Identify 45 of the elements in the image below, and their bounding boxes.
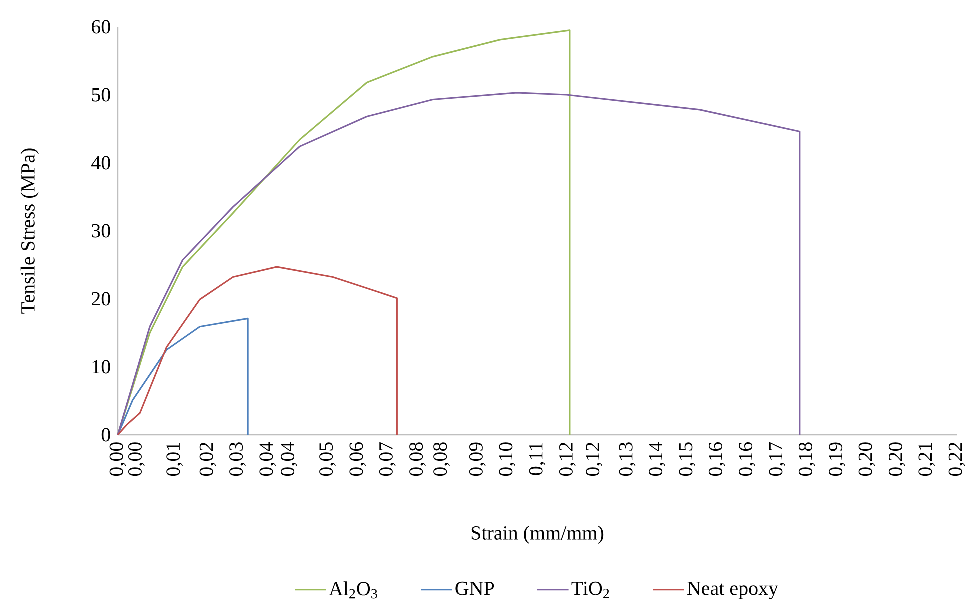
x-tick-label: 0,13 (619, 442, 636, 476)
line-series (117, 266, 398, 436)
x-tick-label: 0,20 (888, 442, 906, 476)
x-tick-label: 0,22 (948, 442, 966, 476)
x-tick-label: 0,03 (230, 442, 246, 476)
y-axis-title: Tensile Stress (MPa) (20, 148, 39, 314)
x-tick-label: 0,05 (320, 442, 336, 476)
y-tick-label: 0 (102, 428, 110, 442)
x-tick-label: 0,12 (586, 442, 603, 476)
x-tick-label: 0,18 (798, 442, 816, 476)
x-tick-label: 0,10 (499, 442, 516, 476)
legend-label: GNP (456, 582, 494, 596)
x-tick-label: 0,07 (379, 442, 396, 476)
x-tick-label: 0,09 (469, 442, 486, 476)
x-tick-label: 0,08 (410, 442, 426, 476)
x-tick-label: 0,11 (529, 443, 546, 476)
x-tick-label: 0,04 (281, 442, 298, 476)
x-tick-label: 0,06 (350, 442, 366, 476)
x-tick-label: 0,00 (110, 442, 126, 476)
x-tick-label: 0,08 (434, 442, 450, 476)
x-tick-label: 0,21 (918, 443, 936, 476)
legend-label: Neat epoxy (687, 582, 778, 600)
y-tick-label: 20 (92, 292, 110, 306)
x-tick-label: 0,02 (200, 442, 216, 476)
y-tick-label: 10 (92, 360, 110, 374)
y-tick-label: 60 (92, 20, 110, 34)
x-tick-label: 0,19 (829, 442, 846, 476)
x-tick-label: 0,14 (649, 442, 666, 476)
x-tick-label: 0,00 (128, 442, 145, 476)
x-tick-label: 0,16 (708, 442, 726, 476)
line-series (117, 318, 249, 436)
line-series (117, 92, 801, 436)
y-tick-label: 40 (92, 156, 110, 170)
legend-label: Al$_{2}$O$_{3}$ (329, 582, 378, 599)
x-tick-label: 0,16 (739, 442, 756, 476)
x-tick-label: 0,04 (260, 442, 276, 476)
y-tick-label: 50 (92, 88, 110, 102)
x-tick-label: 0,20 (858, 442, 876, 476)
x-tick-label: 0,17 (769, 442, 786, 476)
x-tick-label: 0,01 (166, 443, 184, 476)
x-tick-label: 0,15 (679, 442, 696, 476)
y-tick-label: 30 (92, 224, 110, 238)
legend-label: TiO$_{2}$ (572, 582, 610, 598)
x-axis-title: Strain (mm/mm) (472, 526, 604, 544)
x-tick-label: 0,12 (559, 442, 576, 476)
